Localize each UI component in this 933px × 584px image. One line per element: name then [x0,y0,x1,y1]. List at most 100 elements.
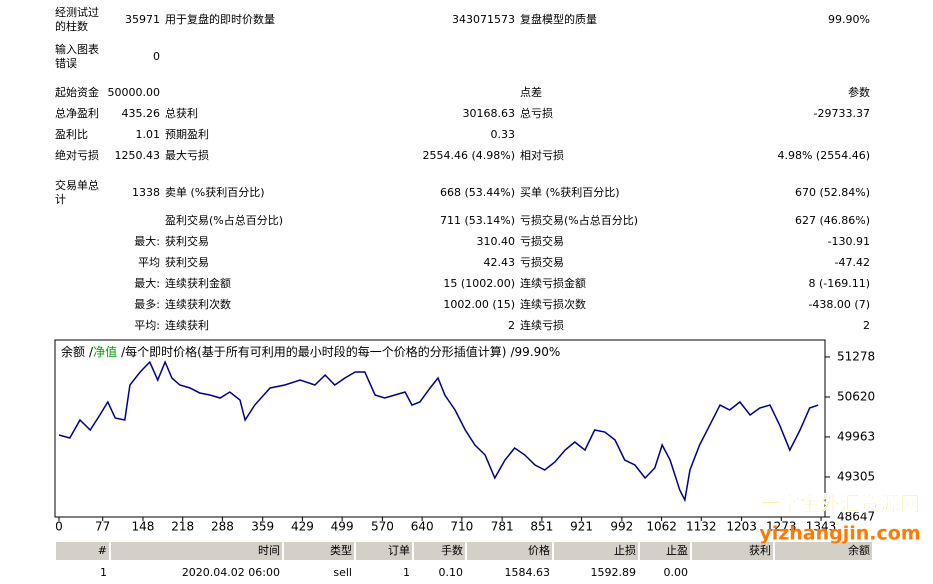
summary-value: 30168.63 [463,107,516,120]
summary-label: 复盘模型的质量 [520,12,597,26]
summary-label: 起始资金 [55,85,99,99]
trade-cell: 1584.63 [505,566,551,579]
summary-value: 2 [863,319,870,332]
label-line: 错误 [55,56,77,70]
summary-value: 435.26 [122,107,161,120]
x-tick-label: 288 [211,520,234,534]
summary-value: 1338 [132,186,160,199]
summary-label: 连续亏损次数 [520,297,586,311]
summary-value: 4.98% (2554.46) [777,149,870,162]
summary-value: 平均 [138,256,160,269]
summary-value: 670 (52.84%) [795,186,870,199]
summary-value: 310.40 [477,235,516,248]
summary-label: 最大亏损 [165,148,209,162]
summary-value: 15 (1002.00) [443,277,515,290]
summary-label: 亏损交易 [520,255,564,269]
summary-value: 2554.46 (4.98%) [422,149,515,162]
summary-label: 亏损交易(%占总百分比) [520,213,638,227]
trade-cell: 0.00 [664,566,689,579]
header-cell [692,542,773,560]
summary-label: 用于复盘的即时价数量 [165,12,275,26]
header-label: 余额 [848,543,870,557]
summary-value: 8 (-169.11) [808,277,870,290]
summary-value: 343071573 [452,13,515,26]
summary-value: -130.91 [828,235,870,248]
summary-value: 最大: [134,234,160,248]
header-label: 价格 [528,543,550,557]
summary-value: 1.01 [136,128,161,141]
x-tick-label: 218 [171,520,194,534]
x-tick-label: 77 [95,520,110,534]
summary-value: 最大: [134,276,160,290]
summary-label: 预期盈利 [165,128,209,141]
header-cell [111,542,282,560]
legend-balance: 余额 [61,344,85,359]
x-tick-label: 781 [491,520,514,534]
legend-quality: 99.90% [515,345,561,359]
summary-label: 点差 [520,85,542,99]
header-label: 订单 [388,544,410,557]
x-tick-label: 1273 [766,520,797,534]
x-tick-label: 359 [251,520,274,534]
x-tick-label: 429 [291,520,314,534]
label-line: 经测试过 [55,6,99,19]
summary-value: 1250.43 [115,149,161,162]
watermark-url: yizhangjin.com [759,523,920,545]
header-cell [775,542,872,560]
legend-separator: / [89,345,94,359]
header-label: 止盈 [666,544,688,557]
x-tick-label: 0 [55,520,63,534]
x-tick-label: 992 [610,520,633,534]
summary-value: 0.33 [491,128,516,141]
label-line: 输入图表 [55,42,99,56]
y-tick-label: 48647 [837,510,875,524]
x-tick-label: 148 [132,520,155,534]
summary-value: 50000.00 [108,86,161,99]
legend: 余额/净值/每个即时价格(基于所有可利用的最小时段的每一个价格的分形插值计算) /… [61,344,560,359]
balance-line [58,360,819,503]
header-cell [356,542,412,560]
summary-label: 连续获利 [165,318,209,332]
header-label: 手数 [441,543,463,557]
x-tick-label: 1203 [726,520,757,534]
summary-label: 总净盈利 [55,106,99,120]
trade-cell: 0.10 [439,566,464,579]
summary-value: 668 (53.44%) [440,186,515,199]
summary-value: 参数 [848,85,870,99]
summary-label: 连续亏损金额 [520,276,586,290]
trade-cell: 1 [403,566,410,579]
summary-value: 最多: [134,297,160,311]
trade-cell: 2020.04.02 06:00 [182,566,280,579]
summary-label: 连续获利金额 [165,276,231,290]
label-line: 计 [55,193,66,206]
summary-label: 买单 (%获利百分比) [520,186,620,199]
summary-value: 2 [508,319,515,332]
summary-value: -438.00 (7) [808,298,870,311]
y-tick-label: 49305 [837,469,875,483]
legend-equity: 净值 [93,344,117,359]
header-cell [640,542,690,560]
chart-frame [54,339,826,518]
summary-label: 交易单总计 [55,178,99,206]
summary-label: 连续亏损 [520,318,564,332]
summary-value: 627 (46.86%) [795,214,870,227]
trade-cell: 1 [100,566,107,579]
summary-label: 盈利比 [55,128,88,141]
trade-cell: sell [333,566,352,579]
summary-label: 连续获利次数 [165,297,231,311]
legend-separator: / [121,345,126,359]
x-tick-label: 1132 [686,520,717,534]
x-tick-label: 1062 [646,520,677,534]
header-cell [467,542,552,560]
summary-label: 盈利交易(%占总百分比) [165,213,283,227]
trade-cell: 1592.89 [591,566,637,579]
x-tick-label: 1343 [806,520,837,534]
legend-separator: / [511,345,516,359]
summary-label: 总亏损 [520,106,553,120]
summary-label: 获利交易 [165,234,209,248]
header-cell [284,542,354,560]
summary-value: 99.90% [828,13,870,26]
header-cell [56,542,109,560]
summary-value: -29733.37 [814,107,870,120]
